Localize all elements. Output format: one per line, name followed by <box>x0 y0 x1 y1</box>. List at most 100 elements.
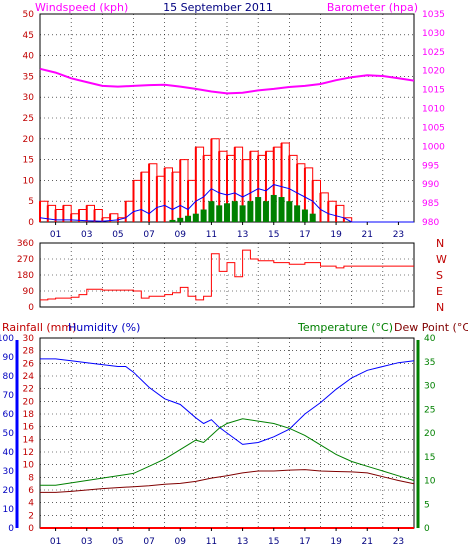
wind-fill-bar <box>177 217 184 222</box>
rainfall-tick-label: 8 <box>28 473 34 483</box>
x-tick-label: 09 <box>175 230 187 240</box>
x-tick-label: 11 <box>206 537 217 547</box>
rainfall-tick-label: 16 <box>23 423 35 433</box>
temperature-line <box>40 418 415 486</box>
windspeed-tick-label: 0 <box>28 218 34 228</box>
barometer-tick-label: 1035 <box>422 10 445 20</box>
temperature-tick-label: 0 <box>424 524 430 534</box>
barometer-tick-label: 980 <box>422 218 439 228</box>
humidity-tick-label: 100 <box>0 334 14 344</box>
x-tick-label: 03 <box>81 537 92 547</box>
temperature-tick-label: 10 <box>424 477 436 487</box>
x-tick-label: 15 <box>268 537 279 547</box>
compass-tick-label: E <box>436 285 443 298</box>
compass-tick-label: W <box>436 253 447 266</box>
rainfall-tick-label: 30 <box>23 334 35 344</box>
direction-tick-label: 270 <box>17 255 34 265</box>
rainfall-tick-label: 0 <box>28 524 34 534</box>
dewpoint-line <box>40 469 415 493</box>
x-tick-label: 01 <box>50 230 61 240</box>
wind-fill-bar <box>239 205 246 222</box>
windspeed-tick-label: 45 <box>23 31 34 41</box>
wind-fill-bar <box>185 215 192 222</box>
direction-line <box>40 249 414 301</box>
wind-fill-bar <box>192 213 199 222</box>
x-tick-label: 21 <box>362 537 373 547</box>
wind-fill-bar <box>270 194 277 222</box>
barometer-tick-label: 995 <box>422 161 439 171</box>
compass-tick-label: N <box>436 237 444 250</box>
direction-tick-label: 90 <box>23 287 35 297</box>
x-tick-label: 23 <box>393 230 404 240</box>
humidity-tick-label: 70 <box>3 391 15 401</box>
barometer-axis-label: Barometer (hpa) <box>327 1 418 14</box>
barometer-tick-label: 1020 <box>422 67 445 77</box>
x-tick-label: 05 <box>112 537 123 547</box>
direction-tick-label: 360 <box>17 239 34 249</box>
wind-fill-bar <box>247 201 254 222</box>
rainfall-tick-label: 28 <box>23 347 35 357</box>
barometer-line <box>39 67 415 95</box>
temperature-tick-label: 20 <box>424 429 436 439</box>
x-tick-label: 19 <box>330 230 342 240</box>
x-tick-label: 15 <box>268 230 279 240</box>
barometer-tick-label: 1005 <box>422 123 445 133</box>
temperature-tick-label: 15 <box>424 453 435 463</box>
humidity-tick-label: 0 <box>8 524 14 534</box>
humidity-tick-label: 30 <box>3 467 15 477</box>
x-tick-label: 13 <box>237 537 248 547</box>
barometer-tick-label: 1010 <box>422 105 445 115</box>
rainfall-tick-label: 12 <box>23 448 34 458</box>
humidity-tick-label: 10 <box>3 505 15 515</box>
direction-tick-label: 180 <box>17 271 34 281</box>
temperature-tick-label: 35 <box>424 358 435 368</box>
x-tick-label: 11 <box>206 230 217 240</box>
humidity-axis-label: Humidity (%) <box>68 321 140 334</box>
x-tick-label: 07 <box>143 537 154 547</box>
wind-fill-bar <box>169 219 176 222</box>
wind-fill-bar <box>262 201 269 222</box>
humidity-tick-label: 50 <box>3 429 15 439</box>
wind-fill-bar <box>255 197 262 222</box>
barometer-tick-label: 1000 <box>422 142 445 152</box>
wind-fill-bar <box>286 201 293 222</box>
wind-fill-bar <box>294 205 301 222</box>
compass-tick-label: S <box>436 269 443 282</box>
x-tick-label: 19 <box>330 537 342 547</box>
rainfall-tick-label: 10 <box>23 461 35 471</box>
barometer-tick-label: 990 <box>422 180 439 190</box>
temperature-tick-label: 25 <box>424 405 435 415</box>
barometer-tick-label: 1030 <box>422 29 445 39</box>
humidity-tick-label: 40 <box>3 448 15 458</box>
average-line <box>39 184 414 223</box>
rainfall-tick-label: 26 <box>23 359 35 369</box>
wind-fill-bar <box>208 201 215 222</box>
rainfall-axis-label: Rainfall (mm) <box>2 321 76 334</box>
gust-line <box>40 138 414 223</box>
rainfall-tick-label: 2 <box>28 511 34 521</box>
x-tick-label: 07 <box>143 230 154 240</box>
windspeed-tick-label: 20 <box>23 135 35 145</box>
rainfall-tick-label: 6 <box>28 486 34 496</box>
humidity-tick-label: 60 <box>3 410 15 420</box>
windspeed-tick-label: 40 <box>23 52 35 62</box>
windspeed-tick-label: 30 <box>23 93 35 103</box>
x-tick-label: 17 <box>299 230 310 240</box>
humidity-tick-label: 90 <box>3 353 15 363</box>
humidity-tick-label: 80 <box>3 372 15 382</box>
temperature-axis-label: Temperature (°C) <box>297 321 393 334</box>
temperature-tick-label: 40 <box>424 334 436 344</box>
x-tick-label: 21 <box>362 230 373 240</box>
barometer-tick-label: 1015 <box>422 86 445 96</box>
wind-fill-bar <box>224 203 230 222</box>
barometer-tick-label: 1025 <box>422 48 445 58</box>
x-tick-label: 01 <box>50 537 61 547</box>
temperature-tick-label: 5 <box>424 500 430 510</box>
x-tick-label: 23 <box>393 537 404 547</box>
x-tick-label: 09 <box>175 537 187 547</box>
windspeed-axis-label: Windspeed (kph) <box>35 1 128 14</box>
x-tick-label: 17 <box>299 537 310 547</box>
wind-fill-bar <box>200 209 207 222</box>
